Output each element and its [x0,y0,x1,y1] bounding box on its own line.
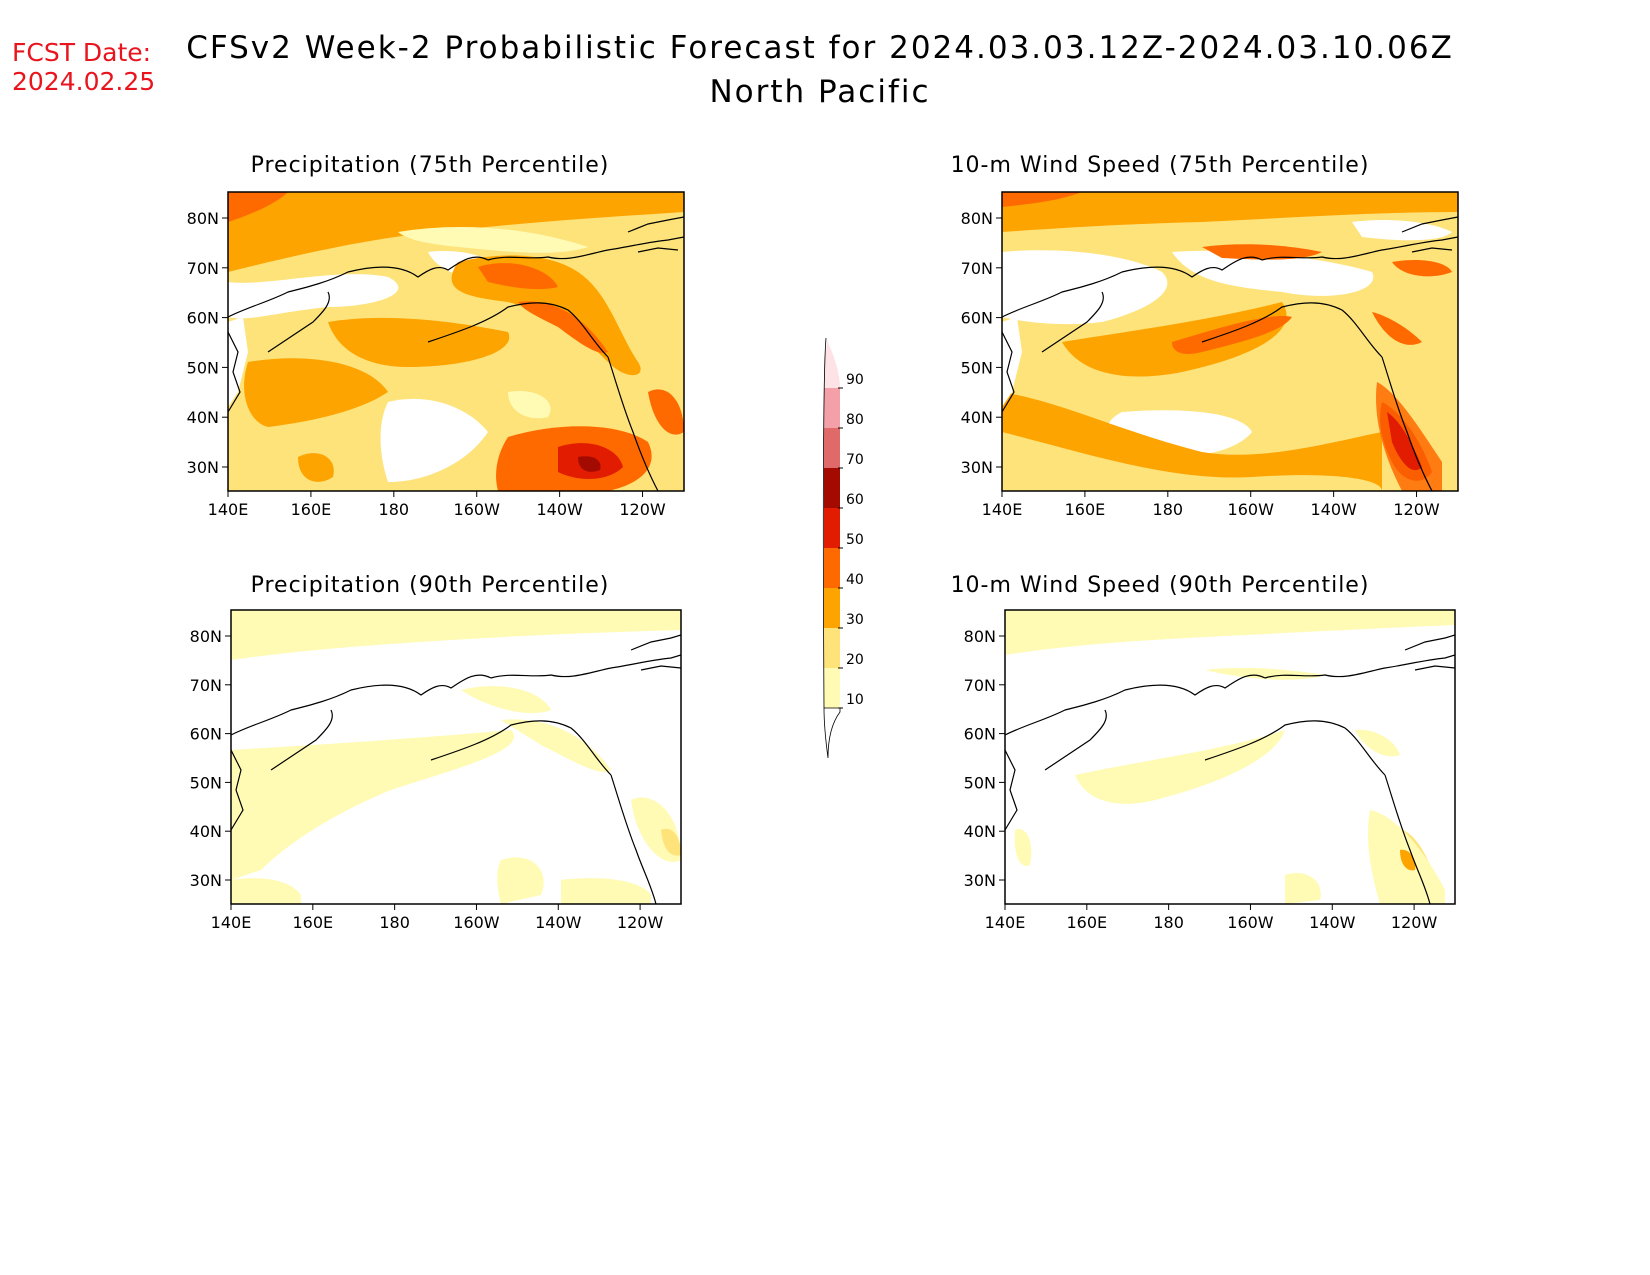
lon-tick-label: 120W [617,913,664,932]
colorbar-label: 50 [846,532,864,548]
lon-tick-label: 140E [982,500,1023,519]
colorbar: 10 20 30 40 50 60 70 80 90 [810,337,870,759]
colorbar-outline [822,337,827,709]
lat-tick-label: 40N [187,408,219,427]
lat-tick-label: 30N [964,871,996,890]
lon-tick-label: 120W [1393,500,1440,519]
lat-tick-label: 50N [964,773,996,792]
colorbar-swatch [824,388,840,428]
colorbar-label: 30 [846,612,864,628]
lon-tick-label: 140E [208,500,249,519]
colorbar-swatch [824,548,840,588]
colorbar-label: 60 [846,492,864,508]
colorbar-swatch [824,588,840,628]
lat-tick-label: 70N [187,259,219,278]
lon-tick-label: 140W [1310,500,1357,519]
lon-tick-label: 180 [379,913,410,932]
lat-tick-label: 30N [187,458,219,477]
colorbar-swatch [824,628,840,668]
panel-title-precip-90: Precipitation (90th Percentile) [250,573,610,598]
lat-tick-label: 30N [190,871,222,890]
lat-tick-label: 40N [964,822,996,841]
lon-tick-label: 140W [536,500,583,519]
colorbar-label: 40 [846,572,864,588]
map-precip-90: 140E 160E 180 160W 140W 120W 80N 70N 60N 50N 40N 30… [190,609,682,932]
colorbar-label: 10 [846,692,864,708]
lon-tick-label: 180 [1153,500,1184,519]
fcst-date-value: 2024.02.25 [12,67,156,96]
fcst-date-block: FCST Date: 2024.02.25 [12,38,155,96]
lon-tick-label: 160W [1227,913,1274,932]
colorbar-swatch [824,338,840,388]
lat-tick-label: 80N [964,627,996,646]
lon-tick-label: 180 [379,500,410,519]
lat-tick-label: 30N [961,458,993,477]
lon-tick-label: 160W [453,913,500,932]
lon-tick-label: 160W [454,500,501,519]
lat-tick-label: 70N [961,259,993,278]
map-precip-75: 140E 160E 180 160W 140W 120W 80N 70N 60N 50N 40N 30… [187,191,685,519]
lon-tick-label: 160E [291,500,332,519]
colorbar-tail [823,707,841,759]
colorbar-label: 90 [846,372,864,388]
main-title: CFSv2 Week-2 Probabilistic Forecast for … [186,30,1454,66]
lat-tick-label: 50N [187,358,219,377]
colorbar-swatch [824,428,840,468]
panel-title-wind-75: 10-m Wind Speed (75th Percentile) [950,153,1370,178]
lon-tick-label: 160E [292,913,333,932]
colorbar-swatch [824,668,840,708]
lon-tick-label: 140E [211,913,252,932]
colorbar-swatch [824,508,840,548]
lat-tick-label: 60N [961,309,993,328]
lat-tick-label: 50N [961,358,993,377]
lat-tick-label: 50N [190,773,222,792]
colorbar-swatch [824,468,840,508]
lon-tick-label: 180 [1153,913,1184,932]
region-title: North Pacific [709,74,931,110]
map-wind-75: 140E 160E 180 160W 140W 120W 80N 70N 60N 50N 40N 30… [961,191,1459,519]
lat-tick-label: 40N [961,408,993,427]
lat-tick-label: 40N [190,822,222,841]
panel-title-precip-75: Precipitation (75th Percentile) [250,153,610,178]
map-wind-90: 140E 160E 180 160W 140W 120W 80N 70N 60N 50N 40N 30… [964,609,1456,932]
lon-tick-label: 160E [1066,913,1107,932]
lon-tick-label: 120W [619,500,666,519]
colorbar-label: 70 [846,452,864,468]
lon-tick-label: 140W [1309,913,1356,932]
lat-tick-label: 60N [190,725,222,744]
lat-tick-label: 70N [190,676,222,695]
panel-title-wind-90: 10-m Wind Speed (90th Percentile) [950,573,1370,598]
lat-tick-label: 60N [964,725,996,744]
lon-tick-label: 120W [1391,913,1438,932]
fcst-date-label: FCST Date: [12,38,152,67]
lat-tick-label: 70N [964,676,996,695]
colorbar-label: 20 [846,652,864,668]
lon-tick-label: 160W [1228,500,1275,519]
lat-tick-label: 80N [187,209,219,228]
lat-tick-label: 80N [961,209,993,228]
lon-tick-label: 140E [985,913,1026,932]
lat-tick-label: 80N [190,627,222,646]
lon-tick-label: 140W [535,913,582,932]
lon-tick-label: 160E [1065,500,1106,519]
colorbar-label: 80 [846,412,864,428]
lat-tick-label: 60N [187,309,219,328]
